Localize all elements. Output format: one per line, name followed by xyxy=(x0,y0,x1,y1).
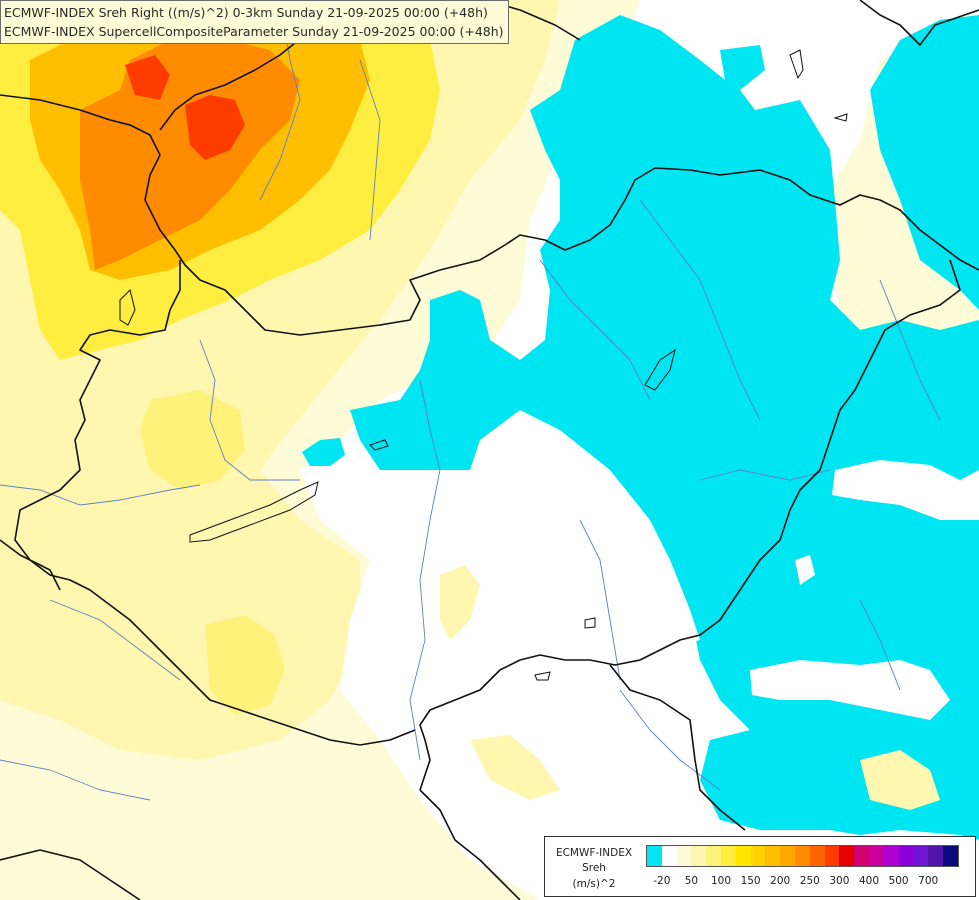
field-light-yellow-patch-1 xyxy=(440,565,480,640)
border xyxy=(0,849,141,900)
rivers xyxy=(0,0,941,801)
lake-balaton xyxy=(189,481,319,543)
map-title-line-1: ECMWF-INDEX Sreh Right ((m/s)^2) 0-3km S… xyxy=(4,5,488,20)
lake-small xyxy=(119,289,136,326)
legend-swatches xyxy=(646,845,959,867)
field-white-hole-3 xyxy=(470,420,700,650)
legend-label-variable: Sreh xyxy=(582,862,606,874)
lake-small xyxy=(534,671,551,681)
map-title-box: ECMWF-INDEX Sreh Right ((m/s)^2) 0-3km S… xyxy=(0,0,509,44)
river xyxy=(49,599,181,681)
legend-swatch xyxy=(898,846,914,866)
lake-small xyxy=(584,617,596,629)
lake-small xyxy=(369,439,389,451)
legend-swatch xyxy=(854,846,869,866)
legend-swatch xyxy=(794,846,810,866)
legend-swatch xyxy=(647,846,662,866)
legend-tick-label: 400 xyxy=(858,875,880,887)
lake-small xyxy=(833,113,848,122)
river xyxy=(879,279,941,421)
river xyxy=(859,599,901,691)
map-title-line-2: ECMWF-INDEX SupercellCompositeParameter … xyxy=(4,24,504,39)
river xyxy=(199,339,300,481)
legend-swatch xyxy=(661,846,677,866)
legend-swatch xyxy=(913,846,929,866)
border xyxy=(0,539,61,591)
river xyxy=(699,469,831,481)
field-white-hole-1 xyxy=(832,460,979,520)
color-legend: ECMWF-INDEX Sreh (m/s)^2 -20 50 100 150 200 2… xyxy=(544,836,976,897)
legend-swatch xyxy=(824,846,840,866)
field-cyan-blob xyxy=(302,438,345,466)
field-white-hole-2 xyxy=(750,660,950,720)
legend-tick-label: 150 xyxy=(740,875,761,887)
field-white-hole-4 xyxy=(795,555,815,585)
legend-tick-label: 250 xyxy=(799,875,820,887)
river xyxy=(579,519,621,681)
field-dark-orange xyxy=(80,40,300,270)
field-yellow-patch-south xyxy=(205,615,285,715)
legend-swatch xyxy=(868,846,884,866)
border xyxy=(859,0,979,46)
legend-swatch xyxy=(942,846,958,866)
legend-tick-label: 200 xyxy=(770,875,791,887)
field-red-core xyxy=(125,55,245,160)
river xyxy=(409,379,441,761)
legend-ticks: -20 50 100 150 200 250 300 400 500 700 xyxy=(646,875,966,891)
legend-tick-label: 500 xyxy=(888,875,909,887)
legend-label-unit: (m/s)^2 xyxy=(572,878,616,890)
river xyxy=(359,59,381,241)
border xyxy=(14,260,416,746)
field-light-yellow-patch-3 xyxy=(860,750,940,810)
legend-tick-label: -20 xyxy=(653,875,671,887)
river xyxy=(639,199,761,421)
river xyxy=(0,484,201,506)
field-cyan-main xyxy=(350,15,979,840)
legend-swatch xyxy=(883,846,899,866)
legend-tick-label: 100 xyxy=(710,875,732,887)
field-cyan-ne xyxy=(870,15,979,310)
legend-swatch xyxy=(720,846,736,866)
river xyxy=(619,689,721,791)
border xyxy=(609,664,746,831)
legend-swatch xyxy=(676,846,692,866)
river xyxy=(539,259,651,401)
legend-swatch xyxy=(750,846,766,866)
border xyxy=(419,259,961,791)
border xyxy=(419,789,521,900)
river xyxy=(0,759,151,801)
border xyxy=(0,94,979,336)
field-light-yellow-patch-2 xyxy=(470,735,560,800)
legend-tick-label: 300 xyxy=(829,875,850,887)
legend-swatch xyxy=(780,846,795,866)
legend-swatch xyxy=(735,846,751,866)
field-yellow-patch-mid xyxy=(140,390,245,490)
legend-swatch xyxy=(706,846,721,866)
legend-label-source: ECMWF-INDEX xyxy=(555,847,633,859)
legend-swatch xyxy=(809,846,825,866)
legend-swatch xyxy=(691,846,707,866)
lake-small xyxy=(644,348,676,391)
lake-small xyxy=(789,49,804,80)
legend-swatch xyxy=(928,846,943,866)
legend-swatch xyxy=(765,846,781,866)
legend-swatch xyxy=(839,846,855,866)
legend-tick-label: 50 xyxy=(684,875,699,887)
legend-tick-label: 700 xyxy=(918,875,939,887)
